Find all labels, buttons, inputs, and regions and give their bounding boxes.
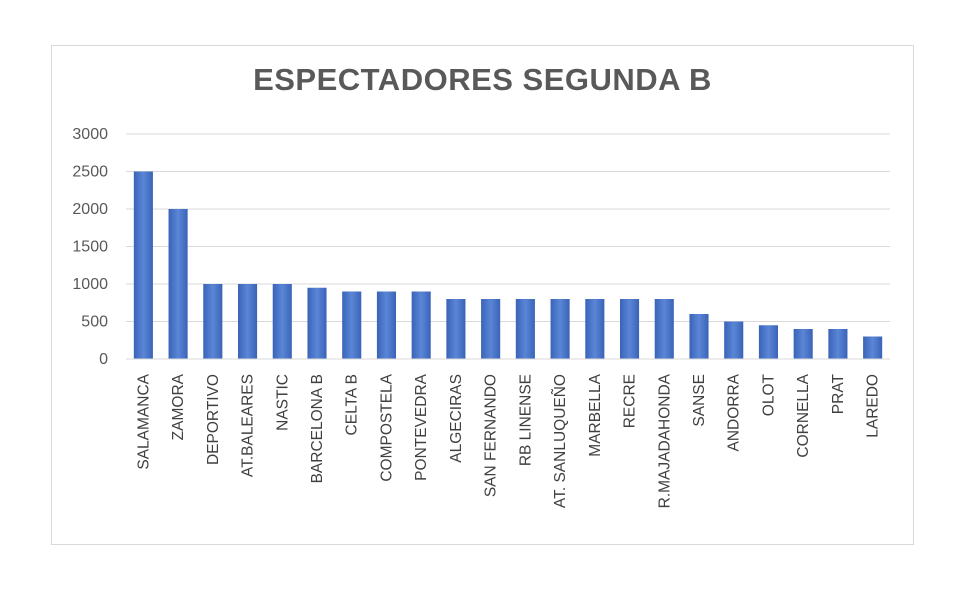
bars (133, 171, 883, 359)
bar (828, 329, 848, 359)
x-category-label: PRAT (830, 373, 847, 414)
y-tick-label: 2500 (72, 164, 108, 181)
x-category-label: LAREDO (865, 374, 882, 438)
bar (446, 299, 466, 359)
x-category-label: COMPOSTELA (378, 373, 395, 481)
bar (168, 209, 188, 359)
bar (515, 299, 535, 359)
x-axis-category-labels: SALAMANCA ZAMORA DEPORTIVO AT.BALEARES NASTI… (135, 373, 881, 508)
y-axis-tick-labels: 0 500 1000 1500 2000 2500 3000 (72, 126, 108, 368)
x-category-label: SALAMANCA (135, 373, 152, 469)
bar (481, 299, 501, 359)
bar (619, 299, 640, 359)
bar (758, 325, 779, 359)
x-category-label: OLOT (760, 373, 777, 416)
bar (203, 284, 223, 359)
x-category-label: PONTEVEDRA (413, 373, 430, 480)
chart-frame (51, 45, 914, 545)
y-tick-label: 2000 (72, 201, 108, 218)
x-category-label: ALGECIRAS (448, 374, 465, 463)
bar (550, 299, 570, 359)
x-category-label: CELTA B (344, 374, 361, 435)
bar (654, 299, 674, 359)
bar (724, 321, 744, 359)
bar (689, 314, 709, 359)
bar (585, 299, 605, 359)
y-tick-label: 500 (81, 314, 108, 331)
chart-title: ESPECTADORES SEGUNDA B (253, 62, 712, 97)
y-tick-label: 0 (99, 351, 108, 368)
x-category-label: AT. SANLUQUEÑO (552, 374, 569, 508)
bar (376, 291, 397, 359)
bar (307, 287, 327, 359)
x-category-label: CORNELLA (795, 373, 812, 457)
bar (237, 284, 258, 359)
x-category-label: DEPORTIVO (205, 374, 222, 465)
y-tick-label: 3000 (72, 126, 108, 143)
x-category-label: AT.BALEARES (240, 374, 257, 477)
x-category-label: SANSE (691, 374, 708, 427)
y-tick-label: 1000 (72, 276, 108, 293)
x-category-label: RECRE (622, 374, 639, 428)
x-category-label: RB LINENSE (517, 374, 534, 466)
bar (133, 171, 153, 359)
x-category-label: NASTIC (274, 374, 291, 431)
bar (863, 336, 883, 359)
y-tick-label: 1500 (72, 239, 108, 256)
x-category-label: R.MAJADAHONDA (656, 373, 673, 508)
bar (272, 284, 292, 359)
x-category-label: MARBELLA (587, 373, 604, 456)
bar (793, 329, 813, 359)
bar (411, 291, 431, 359)
x-category-label: ZAMORA (170, 373, 187, 440)
x-category-label: ANDORRA (726, 373, 743, 451)
bar (342, 291, 362, 359)
x-category-label: BARCELONA B (309, 374, 326, 483)
x-category-label: SAN FERNANDO (483, 374, 500, 497)
